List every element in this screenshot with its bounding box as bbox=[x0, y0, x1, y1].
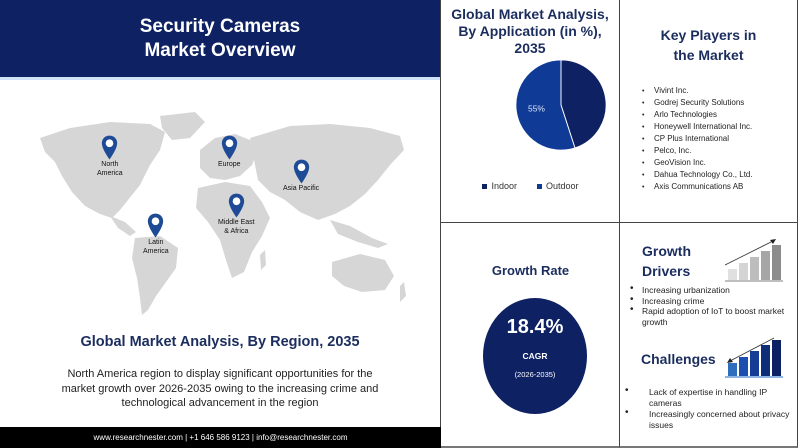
pie-legend: Indoor Outdoor bbox=[441, 181, 620, 191]
africa-shape bbox=[196, 182, 270, 278]
header-underline bbox=[0, 77, 440, 80]
growth-rate-panel: Growth Rate 18.4% CAGR (2026-2035) bbox=[441, 223, 620, 448]
madagascar-shape bbox=[260, 250, 266, 270]
pie-slice-outdoor bbox=[515, 59, 576, 151]
region-section-description: North America region to display signific… bbox=[61, 368, 379, 409]
new-zealand-shape bbox=[400, 282, 406, 302]
page-title-line1: Security Cameras bbox=[139, 15, 301, 37]
growth-chart-icon bbox=[724, 239, 783, 282]
growth-drivers-title-line2: Drivers bbox=[642, 263, 691, 279]
region-panel: Security Cameras Market Overview bbox=[0, 0, 441, 448]
growth-drivers-title: Growth Drivers bbox=[642, 241, 702, 281]
world-map: North America Europe Asia Pacific Middle… bbox=[0, 110, 440, 325]
greenland-shape bbox=[160, 112, 205, 140]
key-player-item: Godrej Security Solutions bbox=[642, 97, 753, 109]
cagr-badge: 18.4% CAGR (2026-2035) bbox=[483, 298, 587, 414]
application-pie-chart: 55% bbox=[514, 58, 608, 152]
challenge-item: Increasingly concerned about privacy iss… bbox=[623, 408, 793, 430]
north-america-shape bbox=[40, 122, 165, 218]
key-players-title: Key Players in the Market bbox=[620, 0, 797, 65]
map-pin-asia-pacific[interactable]: Asia Pacific bbox=[283, 158, 319, 194]
challenge-item: Lack of expertise in handling IP cameras bbox=[623, 386, 793, 408]
legend-swatch-outdoor bbox=[537, 183, 542, 189]
application-chart-title-line2: By Application (in %), bbox=[458, 23, 602, 39]
page-header: Security Cameras Market Overview bbox=[0, 0, 440, 77]
location-pin-icon bbox=[221, 135, 237, 160]
region-label-mea-2: & Africa bbox=[224, 227, 249, 235]
map-pin-europe[interactable]: Europe bbox=[218, 134, 241, 170]
application-chart-title-line3: 2035 bbox=[514, 40, 546, 56]
location-pin-icon bbox=[293, 159, 309, 184]
map-pin-north-america[interactable]: North America bbox=[97, 134, 123, 178]
key-player-item: GeoVision Inc. bbox=[642, 157, 753, 169]
growth-driver-item: Increasing crime bbox=[628, 295, 793, 307]
pie-slice-indoor bbox=[560, 59, 607, 149]
key-players-list: Vivint Inc. Godrej Security Solutions Ar… bbox=[642, 85, 753, 193]
challenges-list: Lack of expertise in handling IP cameras… bbox=[623, 386, 793, 431]
challenges-chart-icon bbox=[725, 337, 783, 378]
legend-item-indoor: Indoor bbox=[482, 181, 517, 191]
cagr-period: (2026-2035) bbox=[514, 370, 556, 379]
drivers-challenges-panel: Growth Drivers Increasing urbanization I… bbox=[620, 223, 798, 448]
growth-drivers-list: Increasing urbanization Increasing crime… bbox=[628, 284, 793, 327]
location-pin-icon bbox=[102, 135, 118, 160]
location-pin-icon bbox=[228, 193, 244, 218]
south-america-shape bbox=[132, 236, 178, 315]
application-chart-panel: Global Market Analysis, By Application (… bbox=[441, 0, 620, 223]
growth-driver-item: Rapid adoption of IoT to boost market gr… bbox=[628, 305, 793, 327]
region-label-europe: Europe bbox=[218, 161, 241, 168]
region-section-title: Global Market Analysis, By Region, 2035 bbox=[80, 334, 360, 350]
key-players-title-line1: Key Players in bbox=[660, 27, 757, 43]
page-title-line2: Market Overview bbox=[144, 39, 296, 61]
southeast-asia-shape bbox=[330, 220, 388, 248]
legend-item-outdoor: Outdoor bbox=[537, 181, 579, 191]
key-player-item: Dahua Technology Co., Ltd. bbox=[642, 169, 753, 181]
key-player-item: Axis Communications AB bbox=[642, 181, 753, 193]
region-label-mea-1: Middle East bbox=[218, 219, 255, 226]
key-players-title-line2: the Market bbox=[673, 47, 744, 63]
key-players-panel: Key Players in the Market Vivint Inc. Go… bbox=[620, 0, 798, 223]
legend-label-indoor: Indoor bbox=[491, 181, 517, 191]
pie-label-outdoor: 55% bbox=[528, 104, 545, 114]
growth-driver-item: Increasing urbanization bbox=[628, 284, 793, 296]
legend-label-outdoor: Outdoor bbox=[546, 181, 579, 191]
location-pin-icon bbox=[148, 213, 164, 238]
application-chart-title: Global Market Analysis, By Application (… bbox=[441, 0, 619, 57]
growth-drivers-title-line1: Growth bbox=[642, 243, 691, 259]
key-player-item: CP Plus International bbox=[642, 133, 753, 145]
application-chart-title-line1: Global Market Analysis, bbox=[451, 6, 609, 22]
region-label-latin-america-2: America bbox=[143, 247, 169, 255]
pie-chart-svg: 55% bbox=[515, 59, 607, 151]
region-label-north-america-1: North bbox=[101, 161, 119, 168]
key-player-item: Pelco, Inc. bbox=[642, 145, 753, 157]
challenges-title: Challenges bbox=[641, 351, 716, 367]
footer-contact: www.researchnester.com | +1 646 586 9123… bbox=[0, 427, 441, 448]
key-player-item: Vivint Inc. bbox=[642, 85, 753, 97]
australia-shape bbox=[332, 254, 394, 292]
map-pin-latin-america[interactable]: Latin America bbox=[143, 212, 169, 256]
cagr-value: 18.4% bbox=[506, 316, 564, 338]
cagr-label: CAGR bbox=[522, 351, 548, 361]
key-player-item: Arlo Technologies bbox=[642, 109, 753, 121]
region-label-asia-pacific: Asia Pacific bbox=[283, 185, 320, 192]
region-label-latin-america-1: Latin bbox=[148, 239, 164, 246]
map-pin-middle-east-africa[interactable]: Middle East & Africa bbox=[218, 192, 255, 236]
asia-shape bbox=[250, 124, 404, 220]
key-player-item: Honeywell International Inc. bbox=[642, 121, 753, 133]
legend-swatch-indoor bbox=[482, 183, 488, 189]
growth-rate-title: Growth Rate bbox=[491, 263, 570, 278]
region-label-north-america-2: America bbox=[97, 169, 123, 177]
central-america-shape bbox=[110, 216, 136, 236]
